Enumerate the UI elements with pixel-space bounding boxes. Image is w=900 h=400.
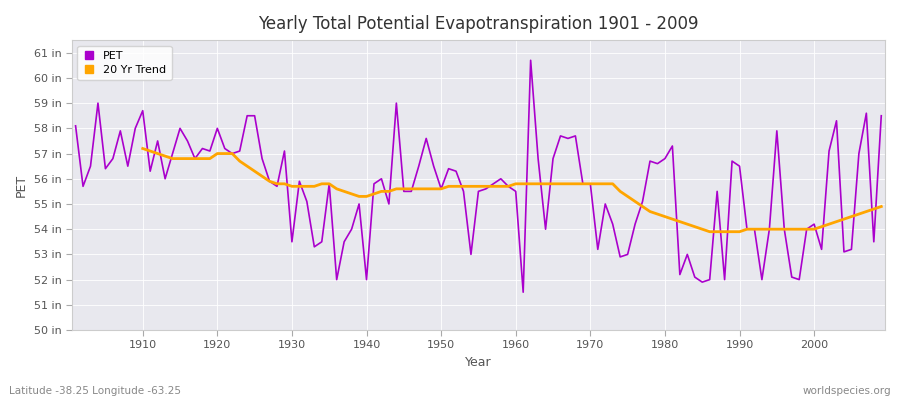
- Title: Yearly Total Potential Evapotranspiration 1901 - 2009: Yearly Total Potential Evapotranspiratio…: [258, 15, 698, 33]
- PET: [70, 124, 81, 128]
- 20 Yr Trend: [705, 229, 716, 234]
- Y-axis label: PET: PET: [15, 174, 28, 197]
- 20 Yr Trend: [876, 204, 886, 209]
- PET: [503, 184, 514, 189]
- PET: [526, 58, 536, 63]
- Line: PET: PET: [76, 60, 881, 292]
- PET: [338, 239, 349, 244]
- X-axis label: Year: Year: [465, 356, 491, 369]
- PET: [518, 290, 528, 295]
- Line: 20 Yr Trend: 20 Yr Trend: [143, 148, 881, 232]
- PET: [876, 113, 886, 118]
- Text: Latitude -38.25 Longitude -63.25: Latitude -38.25 Longitude -63.25: [9, 386, 181, 396]
- 20 Yr Trend: [309, 184, 320, 189]
- 20 Yr Trend: [846, 214, 857, 219]
- 20 Yr Trend: [138, 146, 148, 151]
- 20 Yr Trend: [279, 182, 290, 186]
- 20 Yr Trend: [824, 222, 834, 226]
- 20 Yr Trend: [518, 182, 528, 186]
- PET: [615, 254, 626, 259]
- PET: [510, 189, 521, 194]
- 20 Yr Trend: [578, 182, 589, 186]
- PET: [130, 126, 140, 131]
- Legend: PET, 20 Yr Trend: PET, 20 Yr Trend: [77, 46, 172, 80]
- PET: [294, 179, 305, 184]
- Text: worldspecies.org: worldspecies.org: [803, 386, 891, 396]
